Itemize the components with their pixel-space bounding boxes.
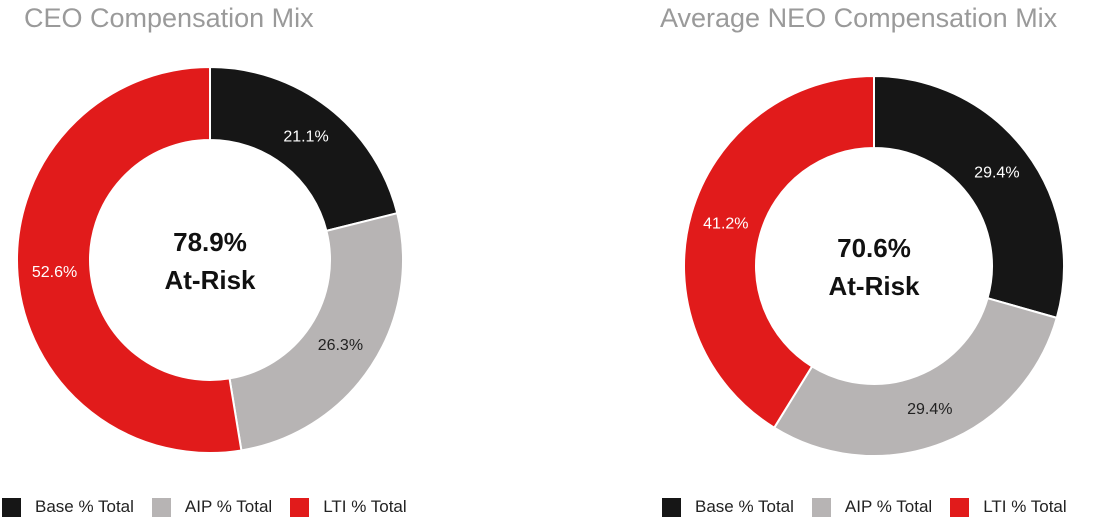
legend-item-base: Base % Total [2, 497, 134, 517]
legend-item-base: Base % Total [662, 497, 794, 517]
donut-slice-lti [16, 65, 243, 454]
legend-item-lti: LTI % Total [290, 497, 407, 517]
slice-label-base: 29.4% [974, 165, 1019, 182]
donut-slice-lti [683, 74, 875, 430]
legend-label-lti: LTI % Total [983, 497, 1067, 516]
legend-item-aip: AIP % Total [151, 497, 273, 517]
neo-donut-chart: 29.4% 29.4% 41.2% 70.6% At-Risk [683, 74, 1065, 457]
center-caption: At-Risk [164, 265, 256, 295]
legend-label-base: Base % Total [695, 497, 794, 516]
legend-swatch-base [2, 497, 21, 517]
chart-title: Average NEO Compensation Mix [660, 3, 1058, 33]
donut-slice-aip [228, 211, 404, 452]
legend-label-lti: LTI % Total [323, 497, 407, 516]
donut-slice-base [209, 65, 399, 233]
legend-item-aip: AIP % Total [811, 497, 933, 517]
ceo-chart-panel: CEO Compensation Mix 21.1% 26.3% 52.6% 78.9… [2, 3, 425, 518]
neo-chart-panel: Average NEO Compensation Mix 29.4% 29.4% 4… [548, 0, 1096, 522]
center-value: 78.9% [173, 227, 247, 257]
slice-label-aip: 26.3% [318, 337, 363, 354]
slice-label-lti: 41.2% [703, 215, 748, 232]
donut-slice-base [873, 74, 1065, 320]
ceo-chart-legend: Base % Total AIP % Total LTI % Total [2, 496, 425, 518]
slice-label-lti: 52.6% [32, 264, 77, 281]
legend-swatch-aip [811, 497, 831, 517]
center-value: 70.6% [837, 233, 911, 263]
legend-swatch-aip [151, 497, 171, 517]
legend-label-base: Base % Total [35, 497, 134, 516]
donut-slice-aip [772, 296, 1059, 457]
legend-swatch-base [662, 497, 681, 517]
legend-label-aip: AIP % Total [184, 497, 273, 516]
center-caption: At-Risk [828, 271, 920, 301]
slice-label-base: 21.1% [283, 129, 328, 146]
ceo-donut-chart: 21.1% 26.3% 52.6% 78.9% At-Risk [16, 65, 404, 454]
legend-item-lti: LTI % Total [950, 497, 1067, 517]
chart-title: CEO Compensation Mix [24, 3, 314, 33]
legend-swatch-lti [290, 497, 310, 517]
legend-swatch-lti [950, 497, 970, 517]
slice-label-aip: 29.4% [907, 401, 952, 418]
legend-label-aip: AIP % Total [844, 497, 933, 516]
neo-chart-legend: Base % Total AIP % Total LTI % Total [662, 496, 1085, 518]
